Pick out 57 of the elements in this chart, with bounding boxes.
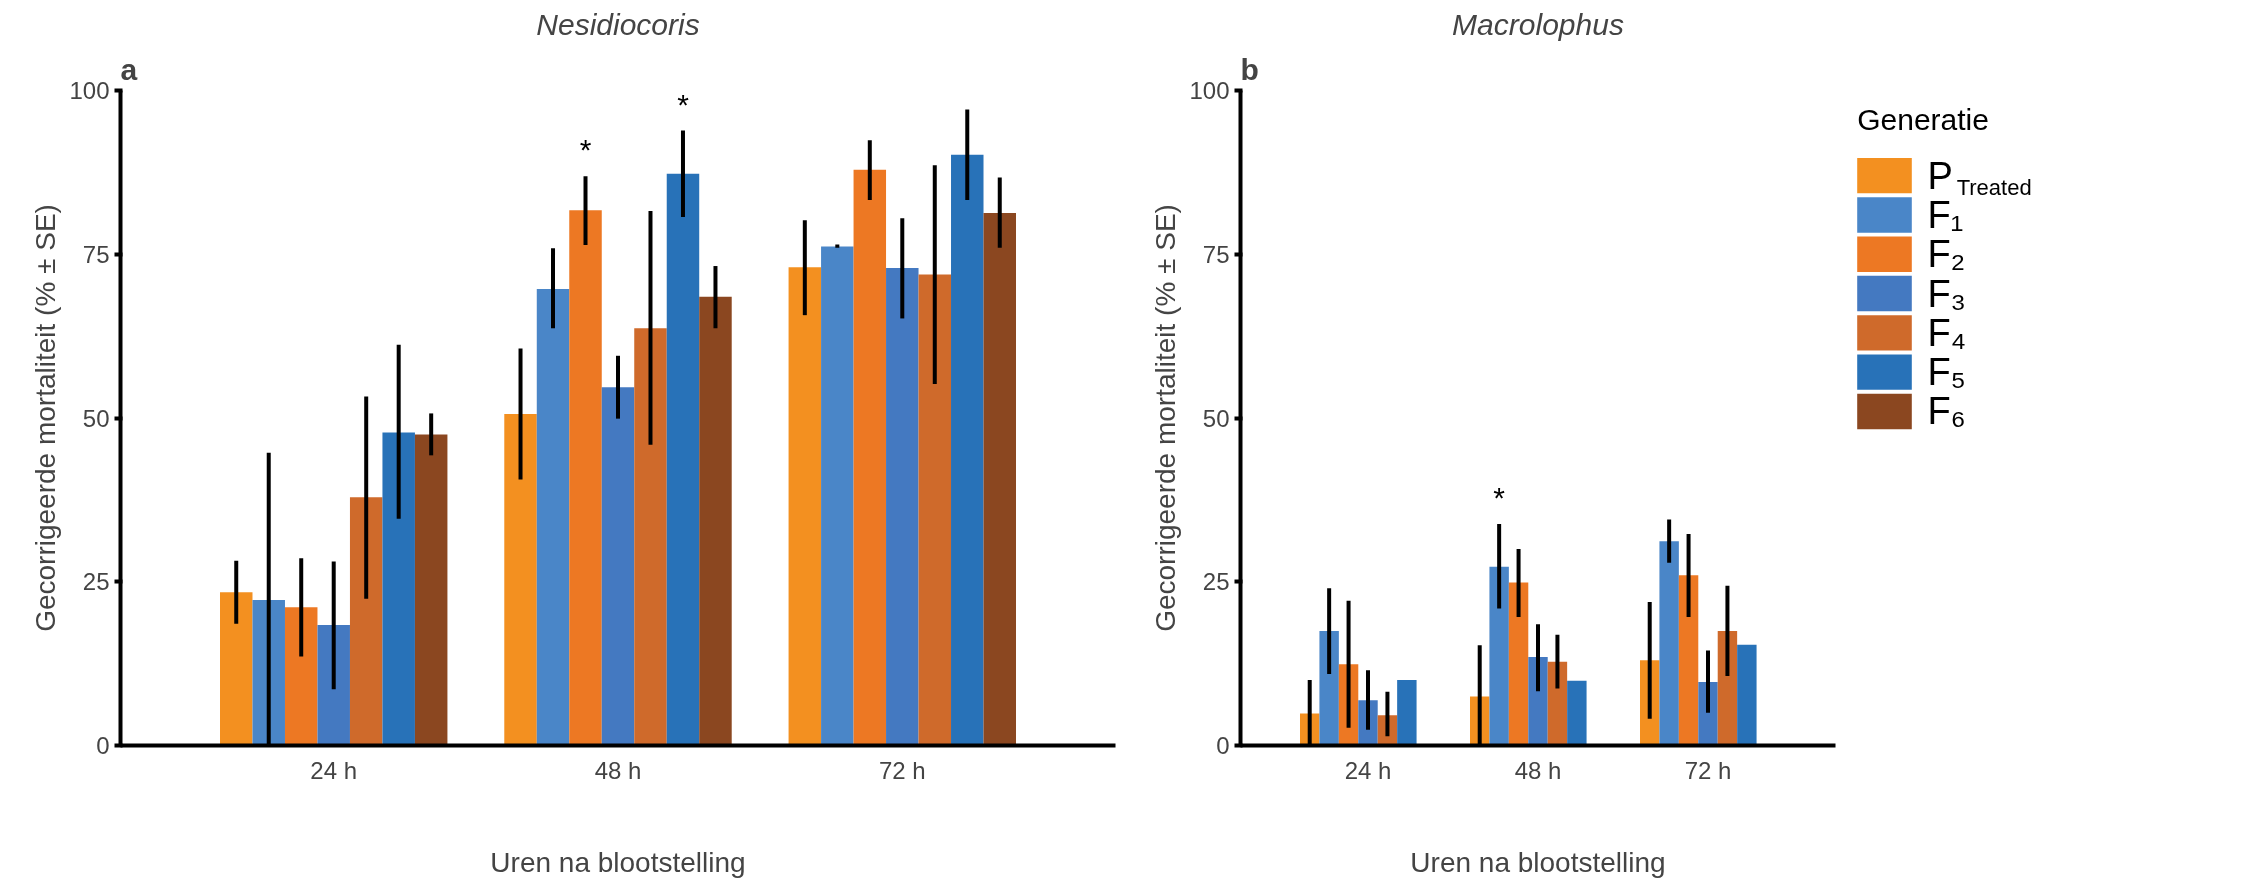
bar	[1567, 680, 1587, 746]
data-label: *	[1493, 481, 1506, 515]
bar	[601, 387, 635, 746]
bar	[504, 414, 537, 746]
x-tick-label: 72 h	[878, 756, 926, 784]
bar	[414, 434, 448, 746]
y-tick-label: 0	[1216, 732, 1230, 759]
y-tick-label: 50	[82, 404, 110, 432]
bar	[1659, 541, 1679, 746]
bar	[220, 592, 253, 746]
bar	[699, 296, 732, 746]
y-tick-label: 0	[96, 732, 110, 759]
bar	[1508, 582, 1529, 746]
x-tick-label: 48 h	[1514, 756, 1562, 784]
bar	[666, 173, 700, 746]
chart-title: Nesidiocoris	[536, 7, 700, 41]
bar	[788, 267, 822, 746]
x-tick-label: 24 h	[310, 756, 358, 784]
bar	[951, 154, 984, 746]
y-axis-title: Gecorrigeerde mortaliteit (% ± SE)	[30, 204, 62, 632]
y-tick-label: 100	[69, 77, 110, 104]
bar	[317, 624, 350, 746]
y-tick-label: 25	[82, 568, 110, 596]
bar	[853, 169, 887, 746]
bar	[382, 432, 415, 746]
y-axis-title: Gecorrigeerde mortaliteit (% ± SE)	[1150, 204, 1182, 632]
legend-title: Generatie	[1857, 103, 1989, 137]
bar	[1737, 644, 1757, 746]
bar	[821, 246, 854, 746]
bar	[1678, 575, 1699, 746]
bar	[349, 497, 383, 746]
bar	[983, 212, 1016, 746]
bar	[918, 274, 952, 746]
x-tick-label: 48 h	[594, 756, 642, 784]
bar	[569, 210, 602, 746]
bar	[1489, 566, 1509, 746]
bar	[1319, 630, 1339, 746]
y-tick-label: 75	[82, 240, 110, 268]
data-label: *	[677, 87, 690, 121]
bar	[1397, 680, 1417, 746]
x-tick-label: 24 h	[1344, 756, 1392, 784]
y-tick-label: 100	[1189, 77, 1230, 104]
y-tick-label: 75	[1202, 240, 1230, 268]
data-label: *	[579, 133, 592, 167]
x-tick-label: 72 h	[1684, 756, 1732, 784]
bar	[634, 328, 667, 746]
bar	[284, 607, 318, 746]
y-tick-label: 50	[1202, 404, 1230, 432]
text: b	[1240, 52, 1259, 86]
text: a	[120, 52, 138, 86]
x-axis-title: Uren na blootstelling	[1410, 846, 1666, 878]
bar	[536, 288, 570, 746]
bar	[1528, 657, 1548, 746]
y-tick-label: 25	[1202, 568, 1230, 596]
bar	[886, 268, 919, 746]
chart-title: Macrolophus	[1452, 7, 1624, 41]
x-axis-title: Uren na blootstelling	[490, 846, 746, 878]
